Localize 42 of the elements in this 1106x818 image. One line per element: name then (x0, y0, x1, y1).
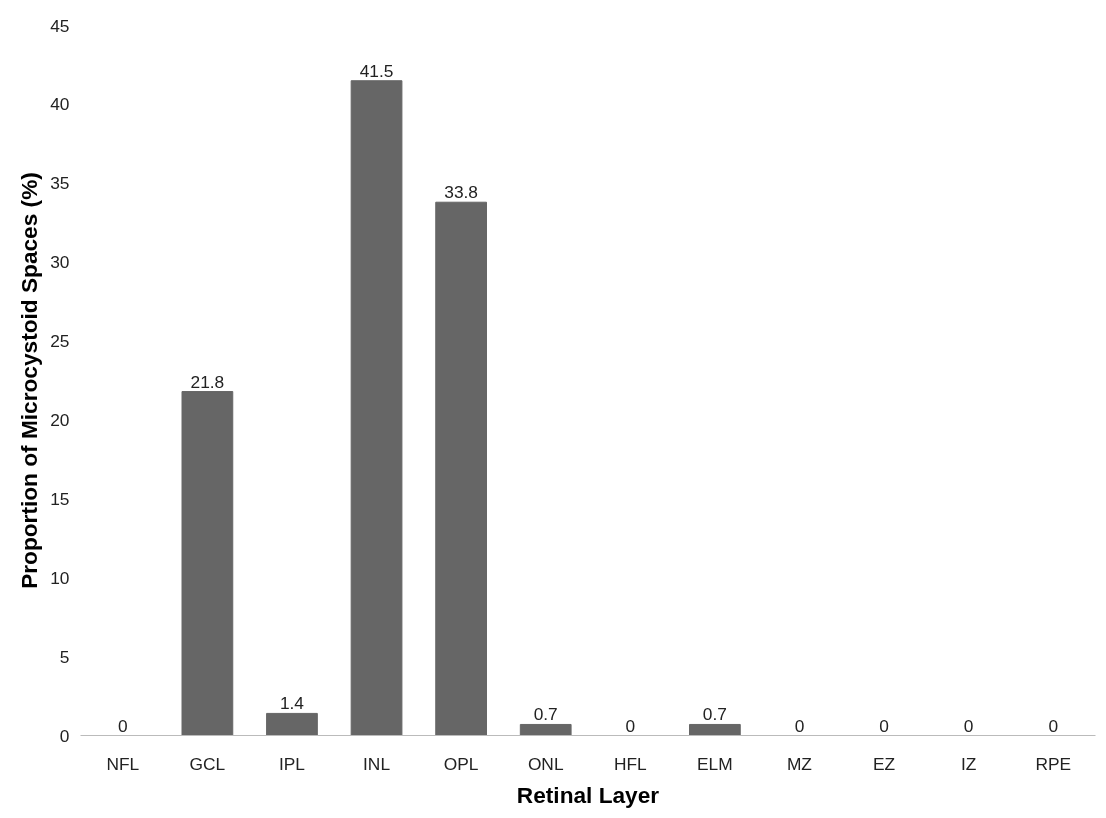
y-tick-label: 5 (59, 646, 70, 667)
x-tick-label: OPL (443, 753, 479, 774)
data-label: 0.7 (533, 704, 558, 725)
y-axis-title: Proportion of Microcystoid Spaces (%) (16, 172, 43, 589)
y-tick-label: 40 (50, 94, 70, 115)
data-label: 0.7 (702, 704, 727, 725)
bar (519, 723, 572, 736)
data-label: 0 (879, 715, 889, 736)
data-label: 0 (794, 715, 805, 736)
y-tick-label: 35 (50, 173, 70, 194)
x-tick-label: ELM (697, 753, 733, 774)
bar (689, 723, 741, 736)
x-tick-label: RPE (1035, 753, 1072, 774)
x-tick-label: ONL (527, 753, 564, 774)
bar (350, 80, 403, 736)
x-tick-label: HFL (613, 753, 648, 774)
x-axis-title: Retinal Layer (516, 781, 660, 808)
x-tick-label: INL (363, 753, 391, 774)
x-tick-label: NFL (106, 753, 140, 774)
y-tick-label: 25 (50, 331, 70, 352)
x-tick-label: IZ (960, 753, 977, 774)
y-tick-label: 0 (59, 725, 70, 746)
bar (435, 201, 487, 736)
bar (266, 712, 318, 736)
x-tick-label: IPL (278, 753, 306, 774)
data-label: 0 (117, 715, 128, 736)
y-tick-label: 15 (50, 488, 70, 509)
y-tick-label: 10 (50, 567, 70, 588)
bar (181, 391, 234, 736)
y-tick-label: 30 (50, 252, 70, 273)
y-tick-label: 45 (50, 15, 70, 36)
y-tick-label: 20 (50, 409, 70, 430)
x-tick-label: EZ (872, 753, 896, 774)
data-label: 1.4 (279, 693, 305, 714)
data-label: 33.8 (444, 182, 478, 203)
data-label: 41.5 (359, 60, 394, 81)
data-label: 21.8 (190, 371, 225, 392)
data-label: 0 (963, 715, 974, 736)
x-tick-label: MZ (786, 753, 813, 774)
x-tick-label: GCL (189, 753, 226, 774)
data-label: 0 (1048, 715, 1059, 736)
data-label: 0 (625, 715, 636, 736)
